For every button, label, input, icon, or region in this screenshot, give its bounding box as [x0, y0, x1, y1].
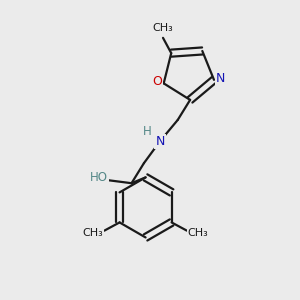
Text: O: O: [152, 75, 162, 88]
Text: N: N: [155, 135, 165, 148]
Text: CH₃: CH₃: [188, 228, 208, 238]
Text: HO: HO: [90, 171, 108, 184]
Text: CH₃: CH₃: [153, 23, 173, 33]
Text: N: N: [216, 72, 225, 85]
Text: CH₃: CH₃: [83, 228, 104, 238]
Text: H: H: [143, 125, 152, 138]
